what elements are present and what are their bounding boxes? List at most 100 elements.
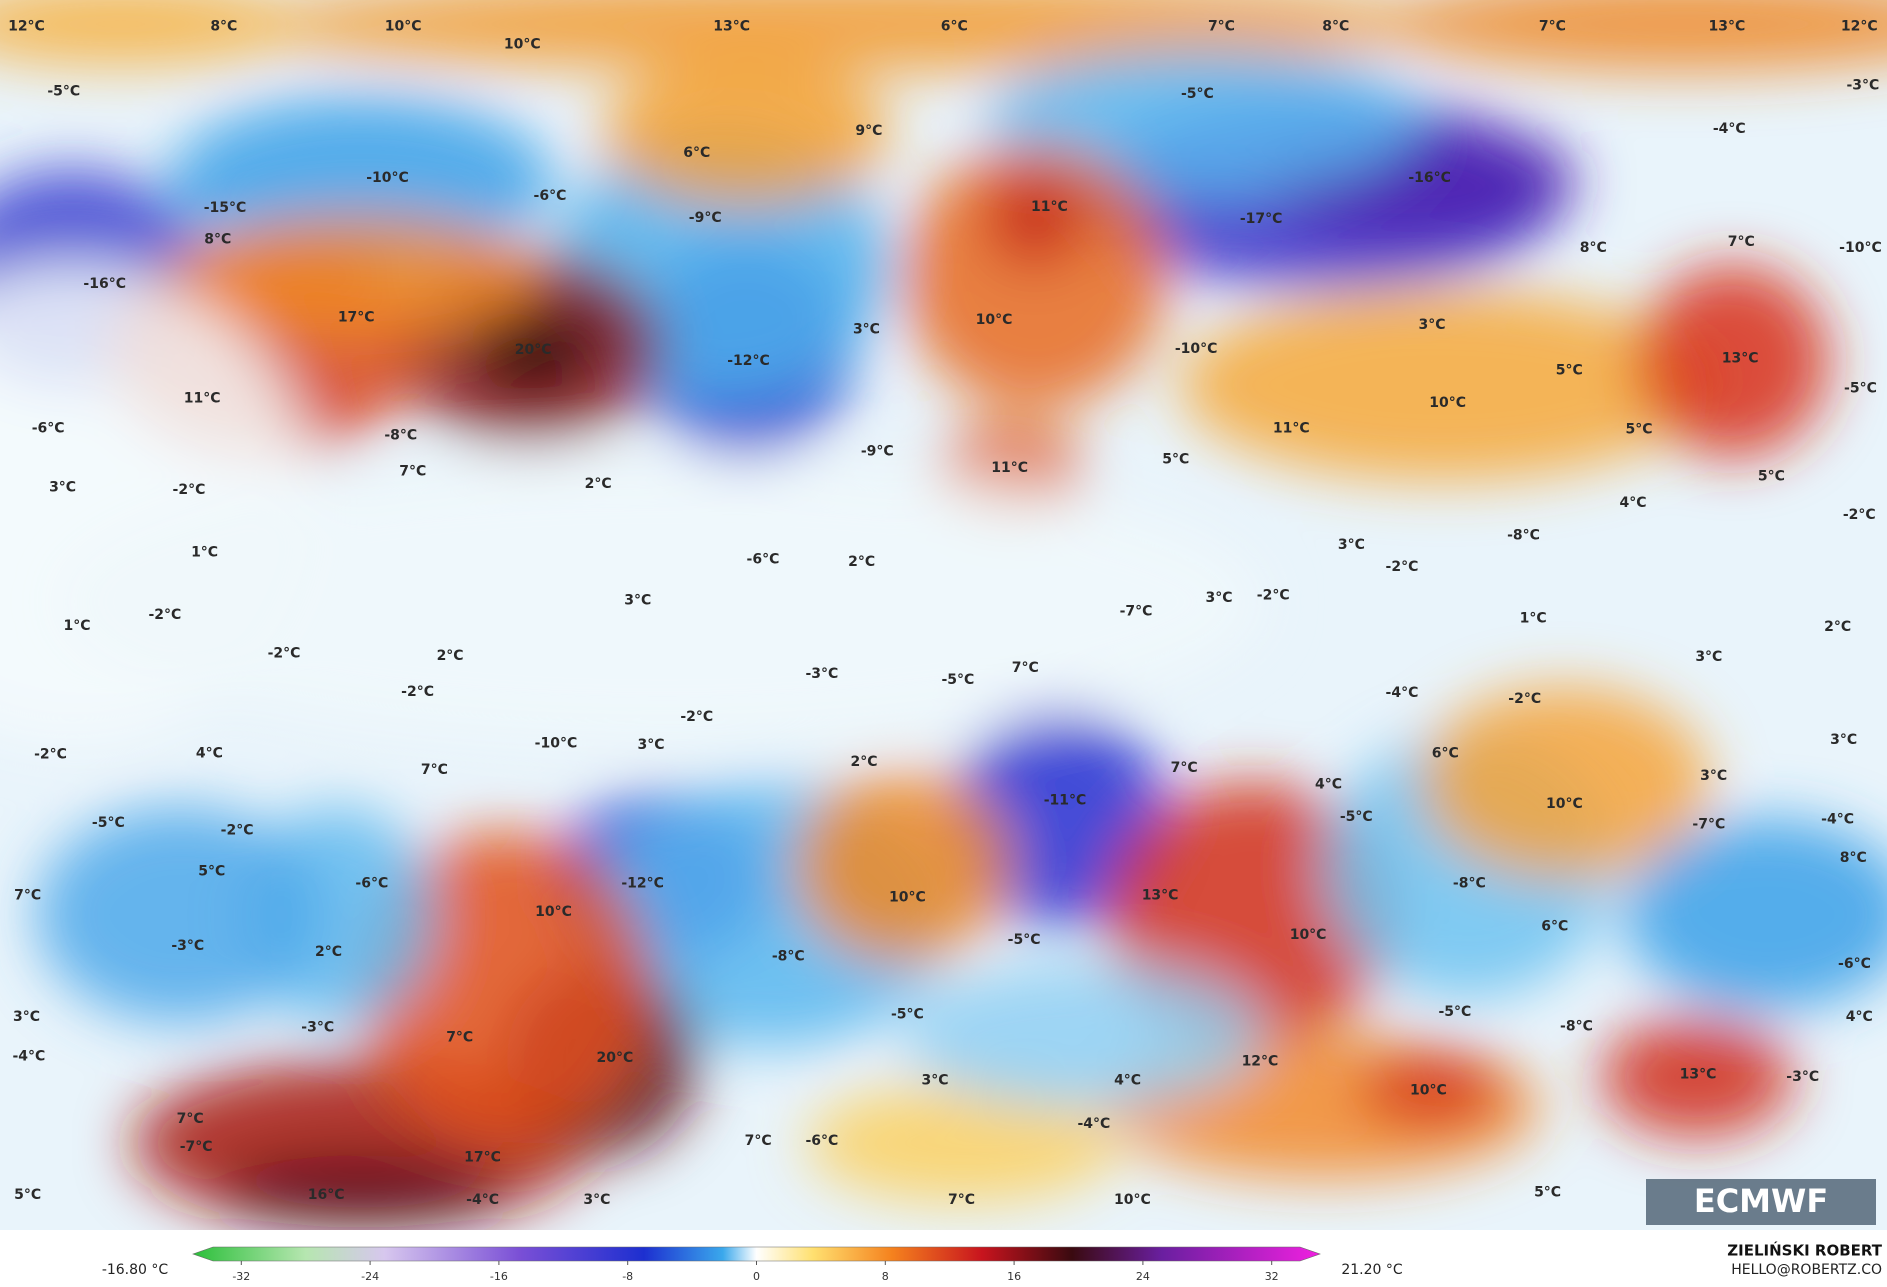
- temperature-label: -2°C: [148, 607, 181, 623]
- temperature-label: -6°C: [32, 420, 65, 436]
- color-patch: [1624, 818, 1887, 1011]
- temperature-label: -12°C: [727, 353, 770, 369]
- color-patch: [1359, 1052, 1505, 1126]
- contact: HELLO@ROBERTZ.CO: [1731, 1262, 1882, 1278]
- temperature-label: 7°C: [1171, 760, 1198, 776]
- temperature-label: 13°C: [1722, 351, 1759, 367]
- temperature-label: -5°C: [1008, 932, 1041, 948]
- color-patch: [986, 168, 1084, 265]
- temperature-label: 13°C: [1142, 887, 1179, 903]
- temperature-label: 7°C: [399, 464, 426, 480]
- temperature-label: 12°C: [1841, 18, 1878, 34]
- temperature-label: 6°C: [683, 145, 710, 161]
- temperature-label: 2°C: [1824, 619, 1851, 635]
- temperature-label: 7°C: [446, 1029, 473, 1045]
- temperature-label: 1°C: [64, 618, 91, 634]
- temperature-label: -7°C: [1120, 603, 1153, 619]
- temperature-label: 3°C: [1695, 649, 1722, 665]
- temperature-label: 20°C: [515, 342, 552, 358]
- temperature-label: 2°C: [848, 554, 875, 570]
- temperature-label: 3°C: [638, 737, 665, 753]
- temperature-label: -6°C: [806, 1133, 839, 1149]
- color-patch: [36, 806, 325, 1023]
- temperature-label: 5°C: [198, 863, 225, 879]
- temperature-label: -15°C: [204, 200, 247, 216]
- temperature-label: 8°C: [210, 18, 237, 34]
- temperature-field: [0, 0, 1887, 1228]
- temperature-label: 4°C: [196, 745, 223, 761]
- color-patch: [902, 962, 1264, 1108]
- temperature-label: 10°C: [889, 890, 926, 906]
- temperature-label: -2°C: [34, 747, 67, 763]
- color-patch: [986, 48, 1421, 193]
- temperature-label: 20°C: [597, 1050, 634, 1066]
- temperature-label: -10°C: [1839, 240, 1882, 256]
- temperature-label: 11°C: [184, 390, 221, 406]
- temperature-label: -16°C: [83, 276, 126, 292]
- temperature-label: -2°C: [221, 822, 254, 838]
- temperature-label: -4°C: [1386, 685, 1419, 701]
- temperature-label: -9°C: [689, 210, 722, 226]
- logo: ECMWF: [1694, 1182, 1828, 1220]
- temperature-label: -2°C: [680, 709, 713, 725]
- temperature-label: 6°C: [1541, 919, 1568, 935]
- color-patch: [1600, 1016, 1794, 1138]
- temperature-label: -5°C: [1340, 809, 1373, 825]
- temperature-label: 3°C: [1830, 732, 1857, 748]
- temperature-label: -8°C: [1560, 1019, 1593, 1035]
- temperature-label: 2°C: [585, 476, 612, 492]
- colorbar-tick-label: -8: [622, 1270, 633, 1283]
- temperature-label: 1°C: [1520, 611, 1547, 627]
- temperature-label: 12°C: [8, 18, 45, 34]
- temperature-label: 7°C: [14, 887, 41, 903]
- temperature-label: -4°C: [1077, 1116, 1110, 1132]
- temperature-label: 8°C: [1322, 18, 1349, 34]
- colorbar-tick-label: 24: [1136, 1270, 1150, 1283]
- temperature-label: -2°C: [268, 645, 301, 661]
- temperature-label: 10°C: [1410, 1082, 1447, 1098]
- temperature-label: -5°C: [941, 672, 974, 688]
- temperature-label: -5°C: [1181, 86, 1214, 102]
- temperature-label: -5°C: [47, 83, 80, 99]
- color-patch: [60, 457, 1264, 747]
- temperature-label: -6°C: [355, 875, 388, 891]
- temperature-label: -2°C: [1386, 559, 1419, 575]
- temperature-label: 10°C: [1429, 395, 1466, 411]
- temperature-label: -2°C: [1257, 588, 1290, 604]
- temperature-label: 16°C: [308, 1187, 345, 1203]
- temperature-label: -4°C: [1821, 812, 1854, 828]
- color-patch: [180, 216, 542, 337]
- temperature-label: -3°C: [806, 666, 839, 682]
- temperature-label: 3°C: [13, 1009, 40, 1025]
- temperature-label: -9°C: [861, 443, 894, 459]
- temperature-label: 2°C: [851, 754, 878, 770]
- temperature-label: 8°C: [1580, 240, 1607, 256]
- temperature-label: 4°C: [1114, 1073, 1141, 1089]
- temperature-label: 10°C: [535, 904, 572, 920]
- logo-box: [1646, 1179, 1876, 1225]
- temperature-label: 5°C: [1758, 469, 1785, 485]
- colorbar-max: 21.20 °C: [1341, 1262, 1403, 1278]
- map-labels: 12°C 8°C 10°C 13°C 6°C 7°C 8°C 7°C 13°C 12°C 10°C -…: [8, 18, 1882, 1207]
- color-patch: [216, 1155, 506, 1228]
- temperature-label: 9°C: [855, 123, 882, 139]
- color-patch: [1636, 264, 1830, 458]
- temperature-label: 1°C: [191, 544, 218, 560]
- temperature-label: -4°C: [1713, 121, 1746, 137]
- temperature-label: 11°C: [1273, 420, 1310, 436]
- temperature-label: -6°C: [747, 552, 780, 568]
- temperature-label: 11°C: [991, 460, 1028, 476]
- temperature-label: 3°C: [624, 592, 651, 608]
- temperature-label: 12°C: [1242, 1053, 1279, 1069]
- temperature-label: 17°C: [464, 1150, 501, 1166]
- color-patch: [601, 60, 891, 205]
- temperature-label: 4°C: [1620, 495, 1647, 511]
- temperature-label: 8°C: [204, 231, 231, 247]
- temperature-label: 13°C: [1680, 1067, 1717, 1083]
- temperature-label: 3°C: [1206, 590, 1233, 606]
- temperature-label: -10°C: [1175, 341, 1218, 357]
- temperature-label: 2°C: [437, 648, 464, 664]
- temperature-label: -4°C: [466, 1192, 499, 1208]
